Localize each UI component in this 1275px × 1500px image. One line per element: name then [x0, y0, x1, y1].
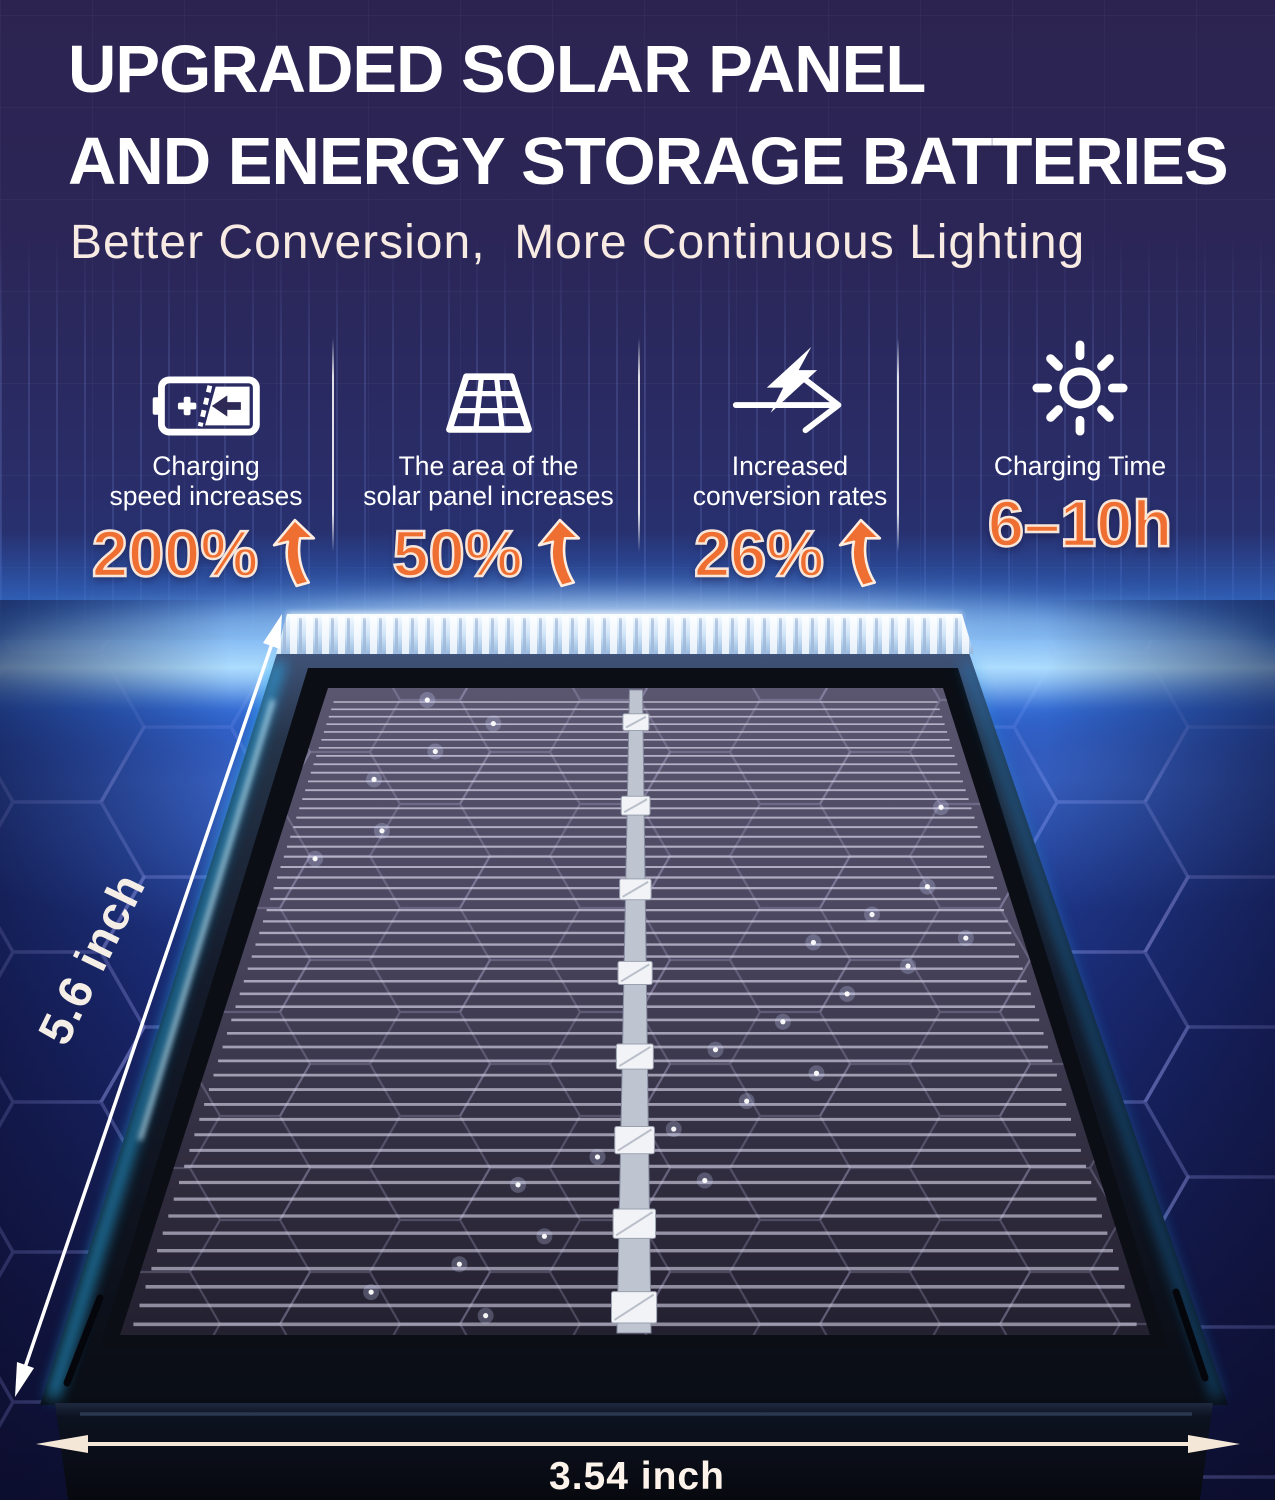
lightning-conversion-icon [730, 333, 850, 441]
width-dimension-label: 3.54 inch [549, 1455, 725, 1498]
stat-charging-speed: Charging speed increases 200% [70, 333, 342, 592]
stat-label: The area of the solar panel increases [363, 451, 614, 512]
battery-charging-icon [150, 333, 262, 441]
sun-icon [1031, 333, 1129, 441]
stat-panel-area: The area of the solar panel increases 50… [337, 333, 640, 592]
stat-value: 200% [91, 516, 260, 590]
up-arrow-icon [537, 519, 580, 588]
stat-value: 6–10h [987, 486, 1174, 560]
stats-divider-2 [638, 338, 640, 552]
title-line-1: UPGRADED SOLAR PANEL [68, 32, 926, 107]
stats-divider-3 [897, 338, 899, 552]
up-arrow-icon [272, 519, 316, 588]
stat-label: Charging Time [993, 451, 1167, 481]
panel-cells [133, 689, 1137, 1334]
stat-value: 50% [391, 516, 524, 590]
stat-conversion-rate: Increased conversion rates 26% [655, 333, 925, 592]
subtitle: Better Conversion, More Continuous Light… [70, 216, 1086, 269]
stat-label: Increased conversion rates [692, 451, 888, 512]
width-dimension: 3.54 inch [36, 1435, 1240, 1498]
stat-charging-time: Charging Time 6–10h [925, 333, 1235, 562]
panel-edge-glow [47, 660, 1223, 1400]
title-line-2: AND ENERGY STORAGE BATTERIES [68, 124, 1229, 199]
led-strip [276, 613, 974, 654]
solar-panel-icon [439, 333, 539, 441]
stat-value: 26% [693, 516, 826, 590]
up-arrow-icon [838, 519, 882, 588]
panel-base [55, 1288, 1213, 1500]
stat-label: Charging speed increases [109, 451, 303, 512]
stats-divider-1 [332, 338, 334, 552]
